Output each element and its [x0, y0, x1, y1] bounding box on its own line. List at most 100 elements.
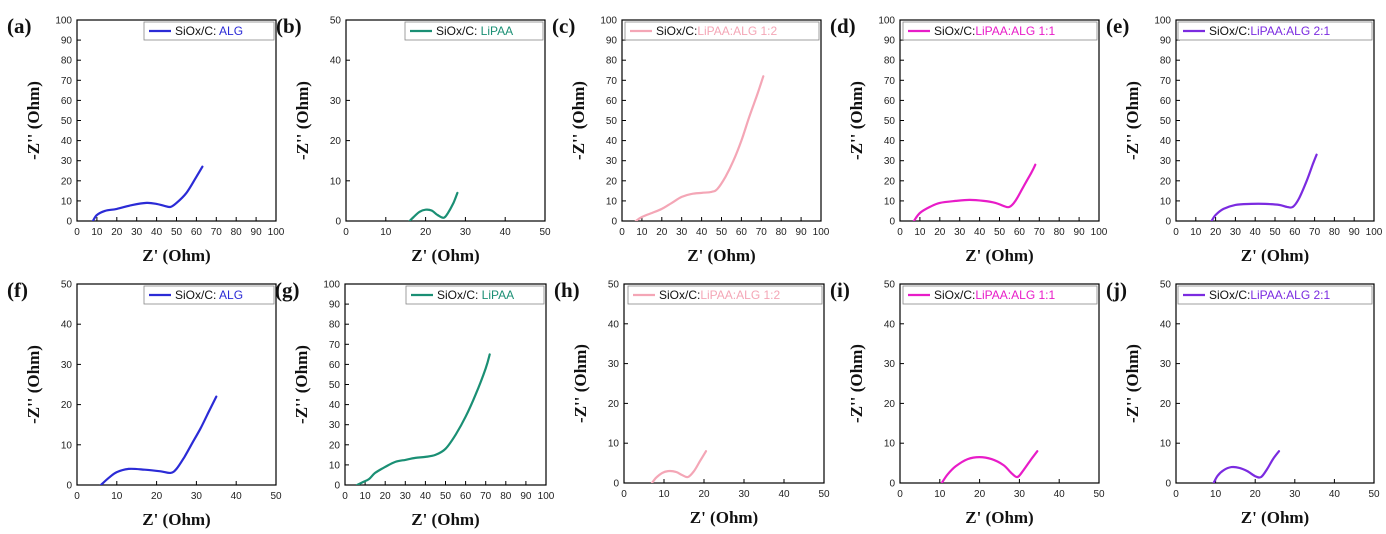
x-tick-label: 30	[738, 489, 750, 500]
y-axis-title: -Z'' (Ohm)	[1123, 344, 1142, 423]
panel-d: 0 10 20 30 40 50 60 70 80 90 100 0 10 20 30 40 50 60 70 80 9…	[830, 14, 1108, 265]
x-tick-label: 80	[1329, 227, 1341, 238]
legend-binder: LiPAA:ALG 2:1	[1250, 288, 1330, 302]
legend-binder: LiPAA:ALG 1:2	[697, 24, 777, 38]
legend: SiOx/C: LiPAA	[404, 21, 544, 41]
legend: SiOx/C:LiPAA:ALG 1:1	[902, 21, 1098, 41]
x-axis-title: Z' (Ohm)	[411, 246, 479, 265]
y-tick-label: 50	[61, 116, 73, 127]
x-tick-label: 50	[818, 489, 830, 500]
x-tick-label: 60	[736, 227, 748, 238]
x-tick-label: 20	[111, 227, 123, 238]
y-tick-label: 0	[66, 217, 72, 228]
x-tick-label: 40	[1054, 489, 1066, 500]
x-tick-label: 20	[151, 491, 163, 502]
panel-label: (d)	[830, 14, 856, 38]
y-tick-label: 100	[1154, 16, 1171, 27]
y-tick-label: 50	[606, 116, 618, 127]
x-tick-label: 30	[954, 227, 966, 238]
y-axis-title: -Z'' (Ohm)	[571, 344, 590, 423]
x-tick-label: 90	[796, 227, 808, 238]
x-axis-title: Z' (Ohm)	[142, 510, 210, 529]
legend-prefix: SiOx/C:	[175, 24, 219, 38]
x-tick-label: 0	[74, 227, 80, 238]
panel-a: 0 10 20 30 40 50 60 70 80 90 100 0 10 20 30 40 50 60 70 80 9…	[7, 14, 285, 265]
y-tick-label: 40	[606, 136, 618, 147]
x-tick-label: 50	[539, 227, 551, 238]
y-tick-label: 10	[329, 460, 341, 471]
y-tick-label: 50	[884, 116, 896, 127]
y-tick-label: 80	[61, 56, 73, 67]
series-line	[356, 353, 491, 485]
x-tick-label: 20	[656, 227, 668, 238]
panel-label: (i)	[830, 278, 850, 302]
x-tick-label: 50	[440, 491, 452, 502]
legend: SiOx/C: ALG	[143, 21, 275, 41]
y-axis-title: -Z'' (Ohm)	[293, 81, 312, 160]
plot-frame	[344, 283, 547, 486]
x-tick-label: 70	[756, 227, 768, 238]
panel-label: (c)	[552, 14, 575, 38]
y-tick-label: 0	[889, 479, 895, 490]
x-tick-label: 50	[716, 227, 728, 238]
y-tick-label: 40	[61, 136, 73, 147]
x-tick-label: 80	[776, 227, 788, 238]
y-tick-label: 30	[329, 420, 341, 431]
series-line	[1212, 450, 1281, 483]
x-tick-label: 10	[111, 491, 123, 502]
y-tick-label: 60	[329, 360, 341, 371]
x-tick-label: 100	[268, 227, 285, 238]
y-tick-label: 0	[613, 479, 619, 490]
x-tick-label: 0	[1173, 227, 1179, 238]
y-tick-label: 60	[884, 96, 896, 107]
series-line	[650, 450, 708, 483]
x-tick-label: 40	[500, 227, 512, 238]
x-tick-label: 20	[1210, 227, 1222, 238]
y-tick-label: 90	[884, 36, 896, 47]
y-tick-label: 30	[1160, 156, 1172, 167]
y-tick-label: 20	[606, 176, 618, 187]
x-tick-label: 0	[343, 227, 349, 238]
y-tick-label: 30	[606, 156, 618, 167]
y-tick-label: 0	[611, 217, 617, 228]
legend-label: SiOx/C:LiPAA:ALG 2:1	[1209, 288, 1330, 302]
x-tick-label: 90	[1074, 227, 1086, 238]
x-tick-label: 40	[1329, 489, 1341, 500]
panel-f: 0 10 20 30 40 50 0 10 20 30 40 50 Z' (Ohm) -Z'' (Ohm)…	[7, 278, 282, 529]
y-tick-label: 30	[608, 359, 620, 370]
x-tick-label: 70	[1034, 227, 1046, 238]
legend-prefix: SiOx/C:	[1209, 288, 1250, 302]
x-tick-label: 10	[360, 491, 372, 502]
legend: SiOx/C:LiPAA:ALG 2:1	[1177, 21, 1373, 41]
panel-label: (e)	[1106, 14, 1129, 38]
panel-label: (g)	[275, 278, 300, 302]
x-tick-label: 80	[500, 491, 512, 502]
series-line	[912, 163, 1037, 221]
x-tick-label: 30	[676, 227, 688, 238]
y-tick-label: 60	[1160, 96, 1172, 107]
x-tick-label: 40	[151, 227, 163, 238]
plot-frame	[1175, 283, 1375, 484]
y-tick-label: 20	[884, 399, 896, 410]
x-tick-label: 20	[698, 489, 710, 500]
panel-label: (a)	[7, 14, 32, 38]
x-tick-label: 50	[1269, 227, 1281, 238]
x-tick-label: 10	[636, 227, 648, 238]
x-tick-label: 0	[897, 489, 903, 500]
x-tick-label: 10	[91, 227, 103, 238]
x-axis-title: Z' (Ohm)	[690, 508, 758, 527]
legend-label: SiOx/C:LiPAA:ALG 1:1	[934, 288, 1055, 302]
plot-frame	[623, 283, 825, 484]
x-axis-title: Z' (Ohm)	[142, 246, 210, 265]
x-axis-title: Z' (Ohm)	[965, 508, 1033, 527]
y-tick-label: 20	[329, 440, 341, 451]
x-tick-label: 20	[1250, 489, 1262, 500]
y-tick-label: 0	[66, 481, 72, 492]
panel-label: (b)	[276, 14, 302, 38]
x-tick-label: 40	[778, 489, 790, 500]
y-axis-title: -Z'' (Ohm)	[847, 81, 866, 160]
legend: SiOx/C:LiPAA:ALG 1:2	[624, 21, 820, 41]
y-tick-label: 30	[61, 156, 73, 167]
x-tick-label: 100	[538, 491, 555, 502]
plot-frame	[1175, 19, 1375, 222]
